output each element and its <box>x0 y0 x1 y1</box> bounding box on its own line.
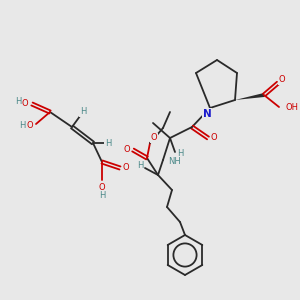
Text: O: O <box>124 145 130 154</box>
Text: H: H <box>19 121 25 130</box>
Text: O: O <box>211 133 217 142</box>
Text: OH: OH <box>286 103 299 112</box>
Text: O: O <box>27 121 33 130</box>
Polygon shape <box>235 93 264 100</box>
Text: H: H <box>137 161 143 170</box>
Text: O: O <box>99 182 105 191</box>
Text: H: H <box>105 139 111 148</box>
Text: O: O <box>22 98 28 107</box>
Text: NH: NH <box>168 158 181 166</box>
Text: N: N <box>202 109 211 119</box>
Text: O: O <box>151 134 157 142</box>
Text: H: H <box>99 190 105 200</box>
Text: H: H <box>80 107 86 116</box>
Text: O: O <box>279 76 285 85</box>
Text: H: H <box>15 98 21 106</box>
Text: H: H <box>177 148 183 158</box>
Text: O: O <box>123 163 129 172</box>
